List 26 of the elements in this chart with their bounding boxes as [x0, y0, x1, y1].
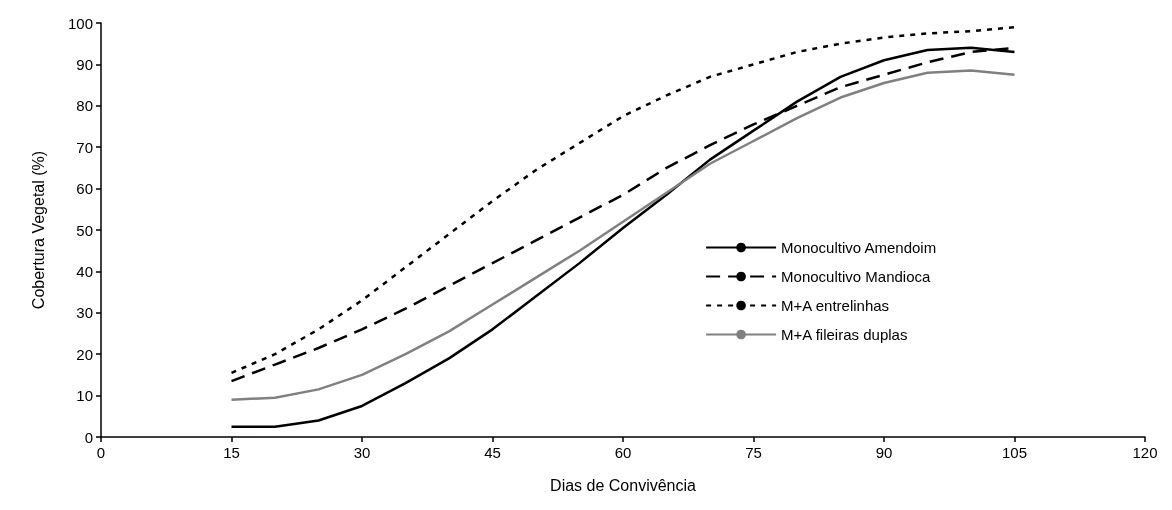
y-tick-label: 80 [76, 97, 93, 115]
legend-label: M+A fileiras duplas [781, 326, 908, 343]
x-tick-label: 105 [1001, 444, 1028, 461]
y-tick-label: 50 [76, 221, 93, 239]
legend-label: M+A entrelinhas [781, 297, 890, 314]
y-tick-label: 40 [76, 262, 93, 280]
x-tick-label: 15 [223, 444, 240, 461]
x-tick-label: 60 [614, 444, 632, 461]
y-tick-label: 30 [76, 304, 93, 322]
y-tick-label: 10 [76, 387, 93, 405]
y-tick-label: 60 [76, 180, 93, 198]
x-tick-label: 45 [484, 444, 501, 461]
x-tick-label: 75 [745, 444, 762, 461]
y-tick-label: 100 [67, 14, 93, 32]
x-axis-title: Dias de Convivência [550, 476, 697, 494]
legend-label: Monocultivo Amendoim [781, 239, 937, 256]
y-tick-label: 20 [76, 345, 93, 363]
x-tick-label: 30 [353, 444, 371, 461]
y-axis-title: Cobertura Vegetal (%) [29, 150, 47, 310]
y-tick-label: 70 [76, 138, 93, 156]
y-tick-label: 90 [76, 55, 93, 73]
legend-label: Monocultivo Mandioca [781, 268, 931, 285]
y-tick-label: 0 [84, 428, 93, 446]
x-tick-label: 120 [1132, 444, 1158, 461]
x-tick-label: 0 [96, 444, 106, 461]
x-tick-label: 90 [875, 444, 893, 461]
